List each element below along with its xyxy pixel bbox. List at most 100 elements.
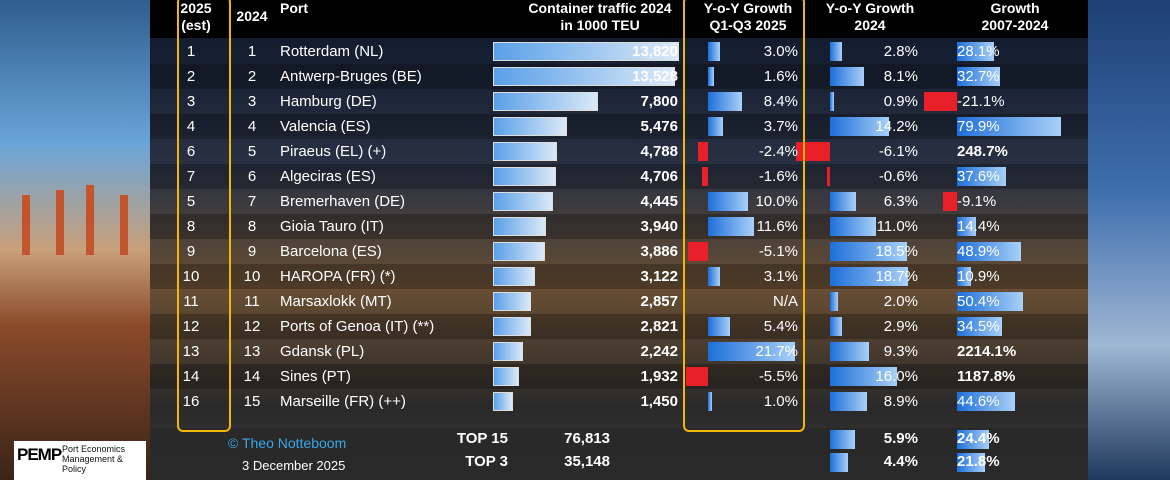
total-growth-2024-bar bbox=[830, 453, 849, 472]
table-row: 2 2 Antwerp-Bruges (BE) 13,528 1.6% 8.1% 32.7% bbox=[150, 64, 1088, 89]
growth-2007-2024-bar bbox=[957, 292, 1023, 311]
teu-bar bbox=[493, 317, 531, 336]
rank-2024: 3 bbox=[247, 93, 257, 110]
pemp-logo: PEMP Port Economics Management & Policy bbox=[14, 441, 146, 480]
rank-2025: 16 bbox=[182, 393, 200, 410]
teu-value: 3,886 bbox=[640, 243, 678, 260]
growth-2024-bar bbox=[830, 242, 908, 261]
growth-2024: 6.3% bbox=[883, 193, 918, 210]
header-port: Port bbox=[280, 0, 308, 16]
total-label: TOP 15 bbox=[456, 430, 508, 447]
q1q3-growth: 3.1% bbox=[763, 268, 798, 285]
rank-2025-highlight-frame bbox=[177, 0, 231, 432]
growth-2024-bar bbox=[830, 42, 842, 61]
rank-2025: 6 bbox=[186, 143, 196, 160]
growth-2007-2024: 79.9% bbox=[957, 118, 1000, 135]
growth-2007-2024-bar bbox=[957, 117, 1061, 136]
teu-bar bbox=[493, 342, 524, 361]
q1q3-bar bbox=[701, 167, 708, 186]
q1q3-bar bbox=[708, 217, 755, 236]
teu-value: 2,857 bbox=[640, 293, 678, 310]
teu-bar bbox=[493, 42, 679, 61]
teu-value: 1,932 bbox=[640, 368, 678, 385]
total-growth-2024: 4.4% bbox=[883, 453, 918, 470]
table-row: 16 15 Marseille (FR) (++) 1,450 1.0% 8.9% 44.6… bbox=[150, 389, 1088, 414]
total-growth-2024-bar bbox=[830, 430, 855, 449]
q1q3-bar bbox=[687, 242, 708, 261]
growth-2024-bar bbox=[830, 342, 869, 361]
growth-2024-bar bbox=[830, 392, 868, 411]
table-row: 14 14 Sines (PT) 1,932 -5.5% 16.0% 1187.8% bbox=[150, 364, 1088, 389]
growth-2024-bar bbox=[830, 267, 908, 286]
q1q3-bar bbox=[708, 342, 795, 361]
growth-2024-bar bbox=[826, 167, 830, 186]
teu-value: 7,800 bbox=[640, 93, 678, 110]
teu-value: 13,820 bbox=[632, 43, 678, 60]
growth-2007-2024: -9.1% bbox=[957, 193, 997, 210]
q1q3-bar bbox=[708, 267, 721, 286]
q1q3-bar bbox=[708, 117, 723, 136]
teu-bar bbox=[493, 167, 557, 186]
crane-shape bbox=[22, 195, 30, 255]
table-row: 3 3 Hamburg (DE) 7,800 8.4% 0.9% -21.1% bbox=[150, 89, 1088, 114]
growth-2024-bar bbox=[830, 192, 857, 211]
teu-bar bbox=[493, 192, 553, 211]
rank-2025: 9 bbox=[186, 243, 196, 260]
teu-value: 4,445 bbox=[640, 193, 678, 210]
rank-2025: 7 bbox=[186, 168, 196, 185]
port-name: Valencia (ES) bbox=[280, 118, 371, 135]
port-name: Gdansk (PL) bbox=[280, 343, 365, 360]
table-row: 9 9 Barcelona (ES) 3,886 -5.1% 18.5% 48.9% bbox=[150, 239, 1088, 264]
table-row: 5 7 Bremerhaven (DE) 4,445 10.0% 6.3% -9.1% bbox=[150, 189, 1088, 214]
rank-2025: 14 bbox=[182, 368, 200, 385]
growth-2007-2024-bar bbox=[957, 42, 994, 61]
rank-2024: 2 bbox=[247, 68, 257, 85]
port-name: Gioia Tauro (IT) bbox=[280, 218, 384, 235]
total-growth-2007-2024-bar bbox=[957, 430, 989, 449]
teu-bar bbox=[493, 292, 532, 311]
rank-2024: 8 bbox=[247, 218, 257, 235]
q1q3-growth: 5.4% bbox=[763, 318, 798, 335]
growth-2007-2024-bar bbox=[957, 217, 976, 236]
header-rank-2025: 2025 (est) bbox=[180, 0, 212, 33]
date-label: 3 December 2025 bbox=[242, 458, 346, 473]
teu-bar bbox=[493, 117, 567, 136]
total-growth-2007-2024-bar bbox=[957, 453, 986, 472]
q1q3-growth: N/A bbox=[772, 293, 798, 310]
port-name: HAROPA (FR) (*) bbox=[280, 268, 396, 285]
teu-bar bbox=[493, 392, 513, 411]
q1q3-highlight-frame bbox=[683, 0, 805, 432]
q1q3-growth: 11.6% bbox=[756, 218, 798, 235]
growth-2007-2024: 248.7% bbox=[957, 143, 1008, 160]
q1q3-growth: 10.0% bbox=[755, 193, 798, 210]
rank-2025: 13 bbox=[182, 343, 200, 360]
port-name: Ports of Genoa (IT) (**) bbox=[280, 318, 435, 335]
port-name: Algeciras (ES) bbox=[280, 168, 376, 185]
rank-2024: 6 bbox=[247, 168, 257, 185]
q1q3-bar bbox=[686, 367, 708, 386]
growth-2024: 18.5% bbox=[875, 243, 918, 260]
total-growth-2007-2024: 24.4% bbox=[957, 430, 1000, 447]
growth-2024: 8.1% bbox=[883, 68, 918, 85]
growth-2024-bar bbox=[830, 92, 834, 111]
teu-value: 4,788 bbox=[640, 143, 678, 160]
teu-bar bbox=[493, 367, 519, 386]
growth-2007-2024: 48.9% bbox=[957, 243, 1000, 260]
growth-2007-2024: 37.6% bbox=[957, 168, 1000, 185]
port-name: Sines (PT) bbox=[280, 368, 351, 385]
crane-shape bbox=[86, 185, 94, 255]
q1q3-growth: 1.0% bbox=[763, 393, 798, 410]
q1q3-growth: 3.0% bbox=[763, 43, 798, 60]
q1q3-growth: -5.1% bbox=[758, 243, 798, 260]
teu-value: 13,528 bbox=[632, 68, 678, 85]
port-name: Piraeus (EL) (+) bbox=[280, 143, 387, 160]
q1q3-bar bbox=[708, 192, 748, 211]
q1q3-growth: 8.4% bbox=[763, 93, 798, 110]
teu-value: 3,122 bbox=[640, 268, 678, 285]
port-name: Marseille (FR) (++) bbox=[280, 393, 406, 410]
logo-subtitle: Port Economics Management & Policy bbox=[62, 444, 126, 474]
port-name: Marsaxlokk (MT) bbox=[280, 293, 392, 310]
growth-2024-bar bbox=[830, 292, 839, 311]
growth-2007-2024: 14.4% bbox=[957, 218, 1000, 235]
port-name: Hamburg (DE) bbox=[280, 93, 377, 110]
